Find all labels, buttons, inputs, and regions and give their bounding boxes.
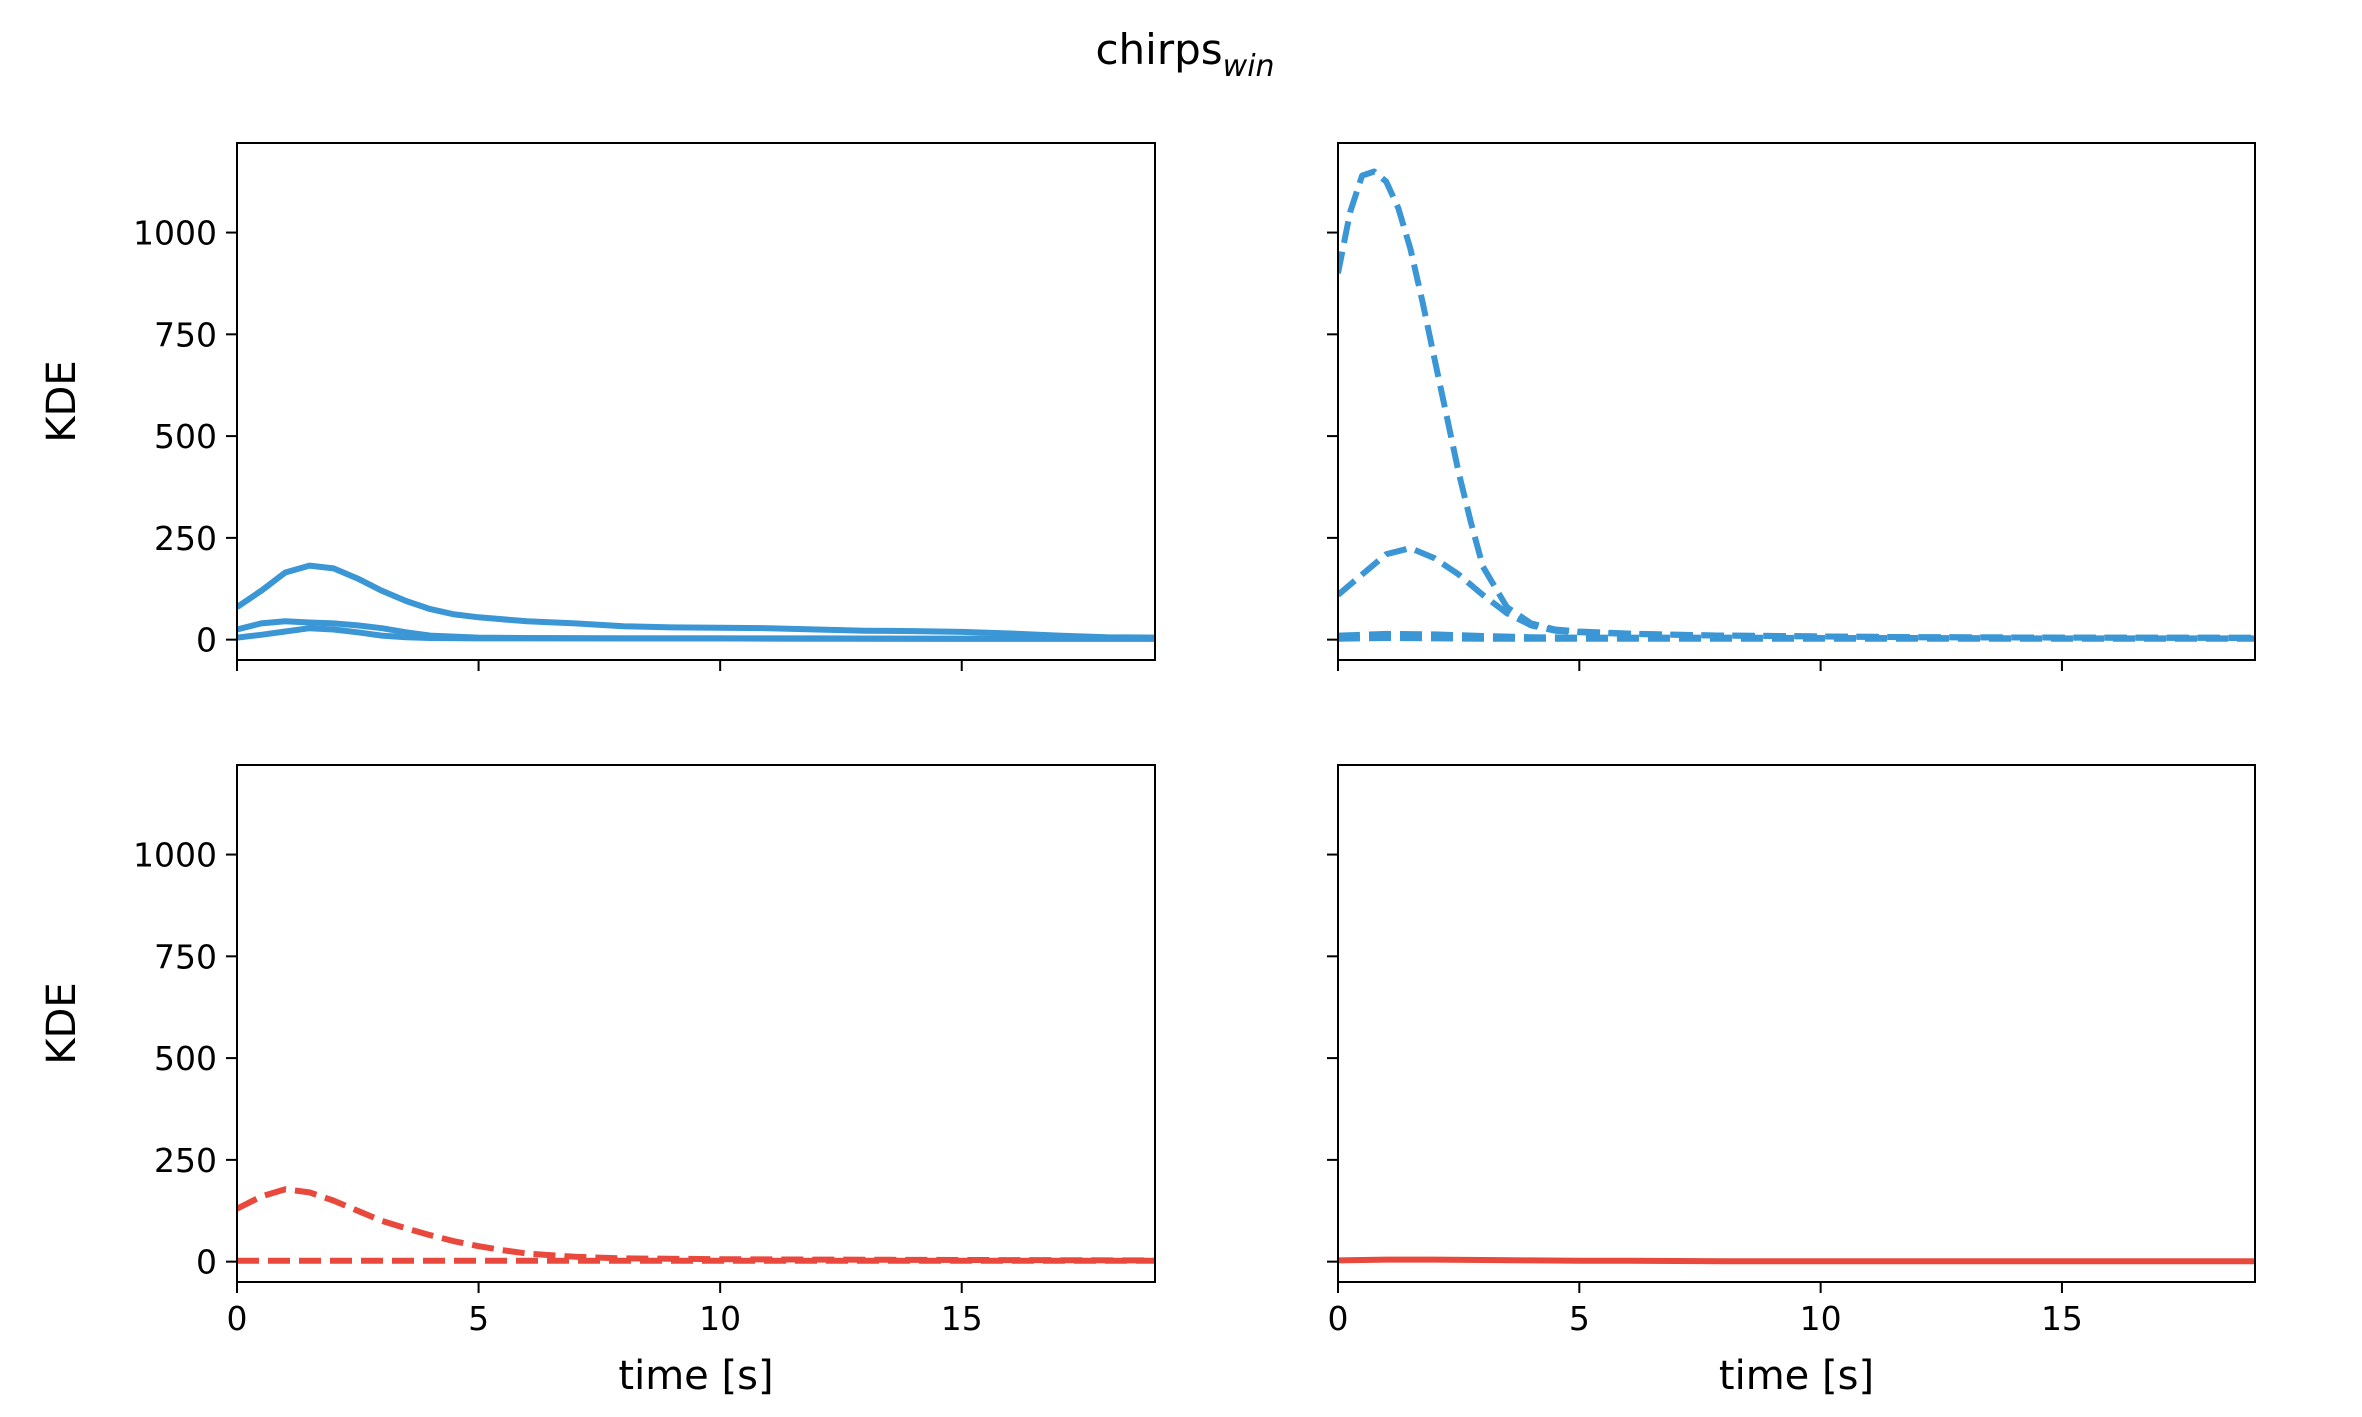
series-group xyxy=(237,1186,1155,1264)
x-tick-label: 0 xyxy=(227,1299,248,1338)
y-tick-label: 1000 xyxy=(133,214,217,253)
y-tick-label: 750 xyxy=(154,937,217,976)
x-tick-label: 0 xyxy=(1328,1299,1349,1338)
subplot-bottom-right: 0 5 10 15 time [s] xyxy=(1327,764,2256,1399)
y-tick-label: 500 xyxy=(154,417,217,456)
series-group xyxy=(237,562,1155,642)
y-tick-label: 0 xyxy=(196,621,217,660)
subplot-bottom-left: 0 5 10 15 0 250 500 750 1000 KDE time [s] xyxy=(39,764,1156,1399)
figure-title-main: chirps xyxy=(1095,25,1222,74)
series-group xyxy=(1338,1256,2255,1265)
axes-frame xyxy=(236,142,1156,661)
series-group xyxy=(1338,168,2255,642)
subplot-top-left: 0 250 500 750 1000 KDE xyxy=(39,142,1156,671)
x-tick-label: 15 xyxy=(2041,1299,2083,1338)
y-tick-label: 250 xyxy=(154,519,217,558)
x-axis-label: time [s] xyxy=(618,1353,773,1399)
series-line-1 xyxy=(237,562,1155,641)
figure-title: chirpswin xyxy=(1095,25,1274,84)
y-tick-label: 250 xyxy=(154,1141,217,1180)
y-axis-label: KDE xyxy=(39,360,85,442)
series-line-1 xyxy=(1338,1256,2255,1265)
series-line-1 xyxy=(1338,168,2255,641)
x-tick-label: 5 xyxy=(468,1299,489,1338)
series-line-3 xyxy=(237,625,1155,642)
subplot-top-right xyxy=(1327,142,2256,671)
y-tick-label: 750 xyxy=(154,315,217,354)
axes-frame xyxy=(1337,142,2256,661)
x-tick-label: 15 xyxy=(941,1299,983,1338)
series-line-4 xyxy=(1338,635,2255,642)
x-tick-label: 5 xyxy=(1569,1299,1590,1338)
axes-frame xyxy=(236,764,1156,1283)
series-line-1 xyxy=(237,1186,1155,1264)
series-line-2 xyxy=(1338,545,2255,641)
x-tick-label: 10 xyxy=(1800,1299,1842,1338)
x-tick-label: 10 xyxy=(699,1299,741,1338)
subplot-grid: 0 250 500 750 1000 KDE 0 5 10 15 0 250 500 750 1000 KDE… xyxy=(39,142,2256,1399)
y-tick-label: 0 xyxy=(196,1243,217,1282)
axes-frame xyxy=(1337,764,2256,1283)
y-tick-label: 1000 xyxy=(133,836,217,875)
y-tick-label: 500 xyxy=(154,1039,217,1078)
figure-title-subscript: win xyxy=(1223,49,1275,84)
y-axis-label: KDE xyxy=(39,982,85,1064)
x-axis-label: time [s] xyxy=(1719,1353,1874,1399)
